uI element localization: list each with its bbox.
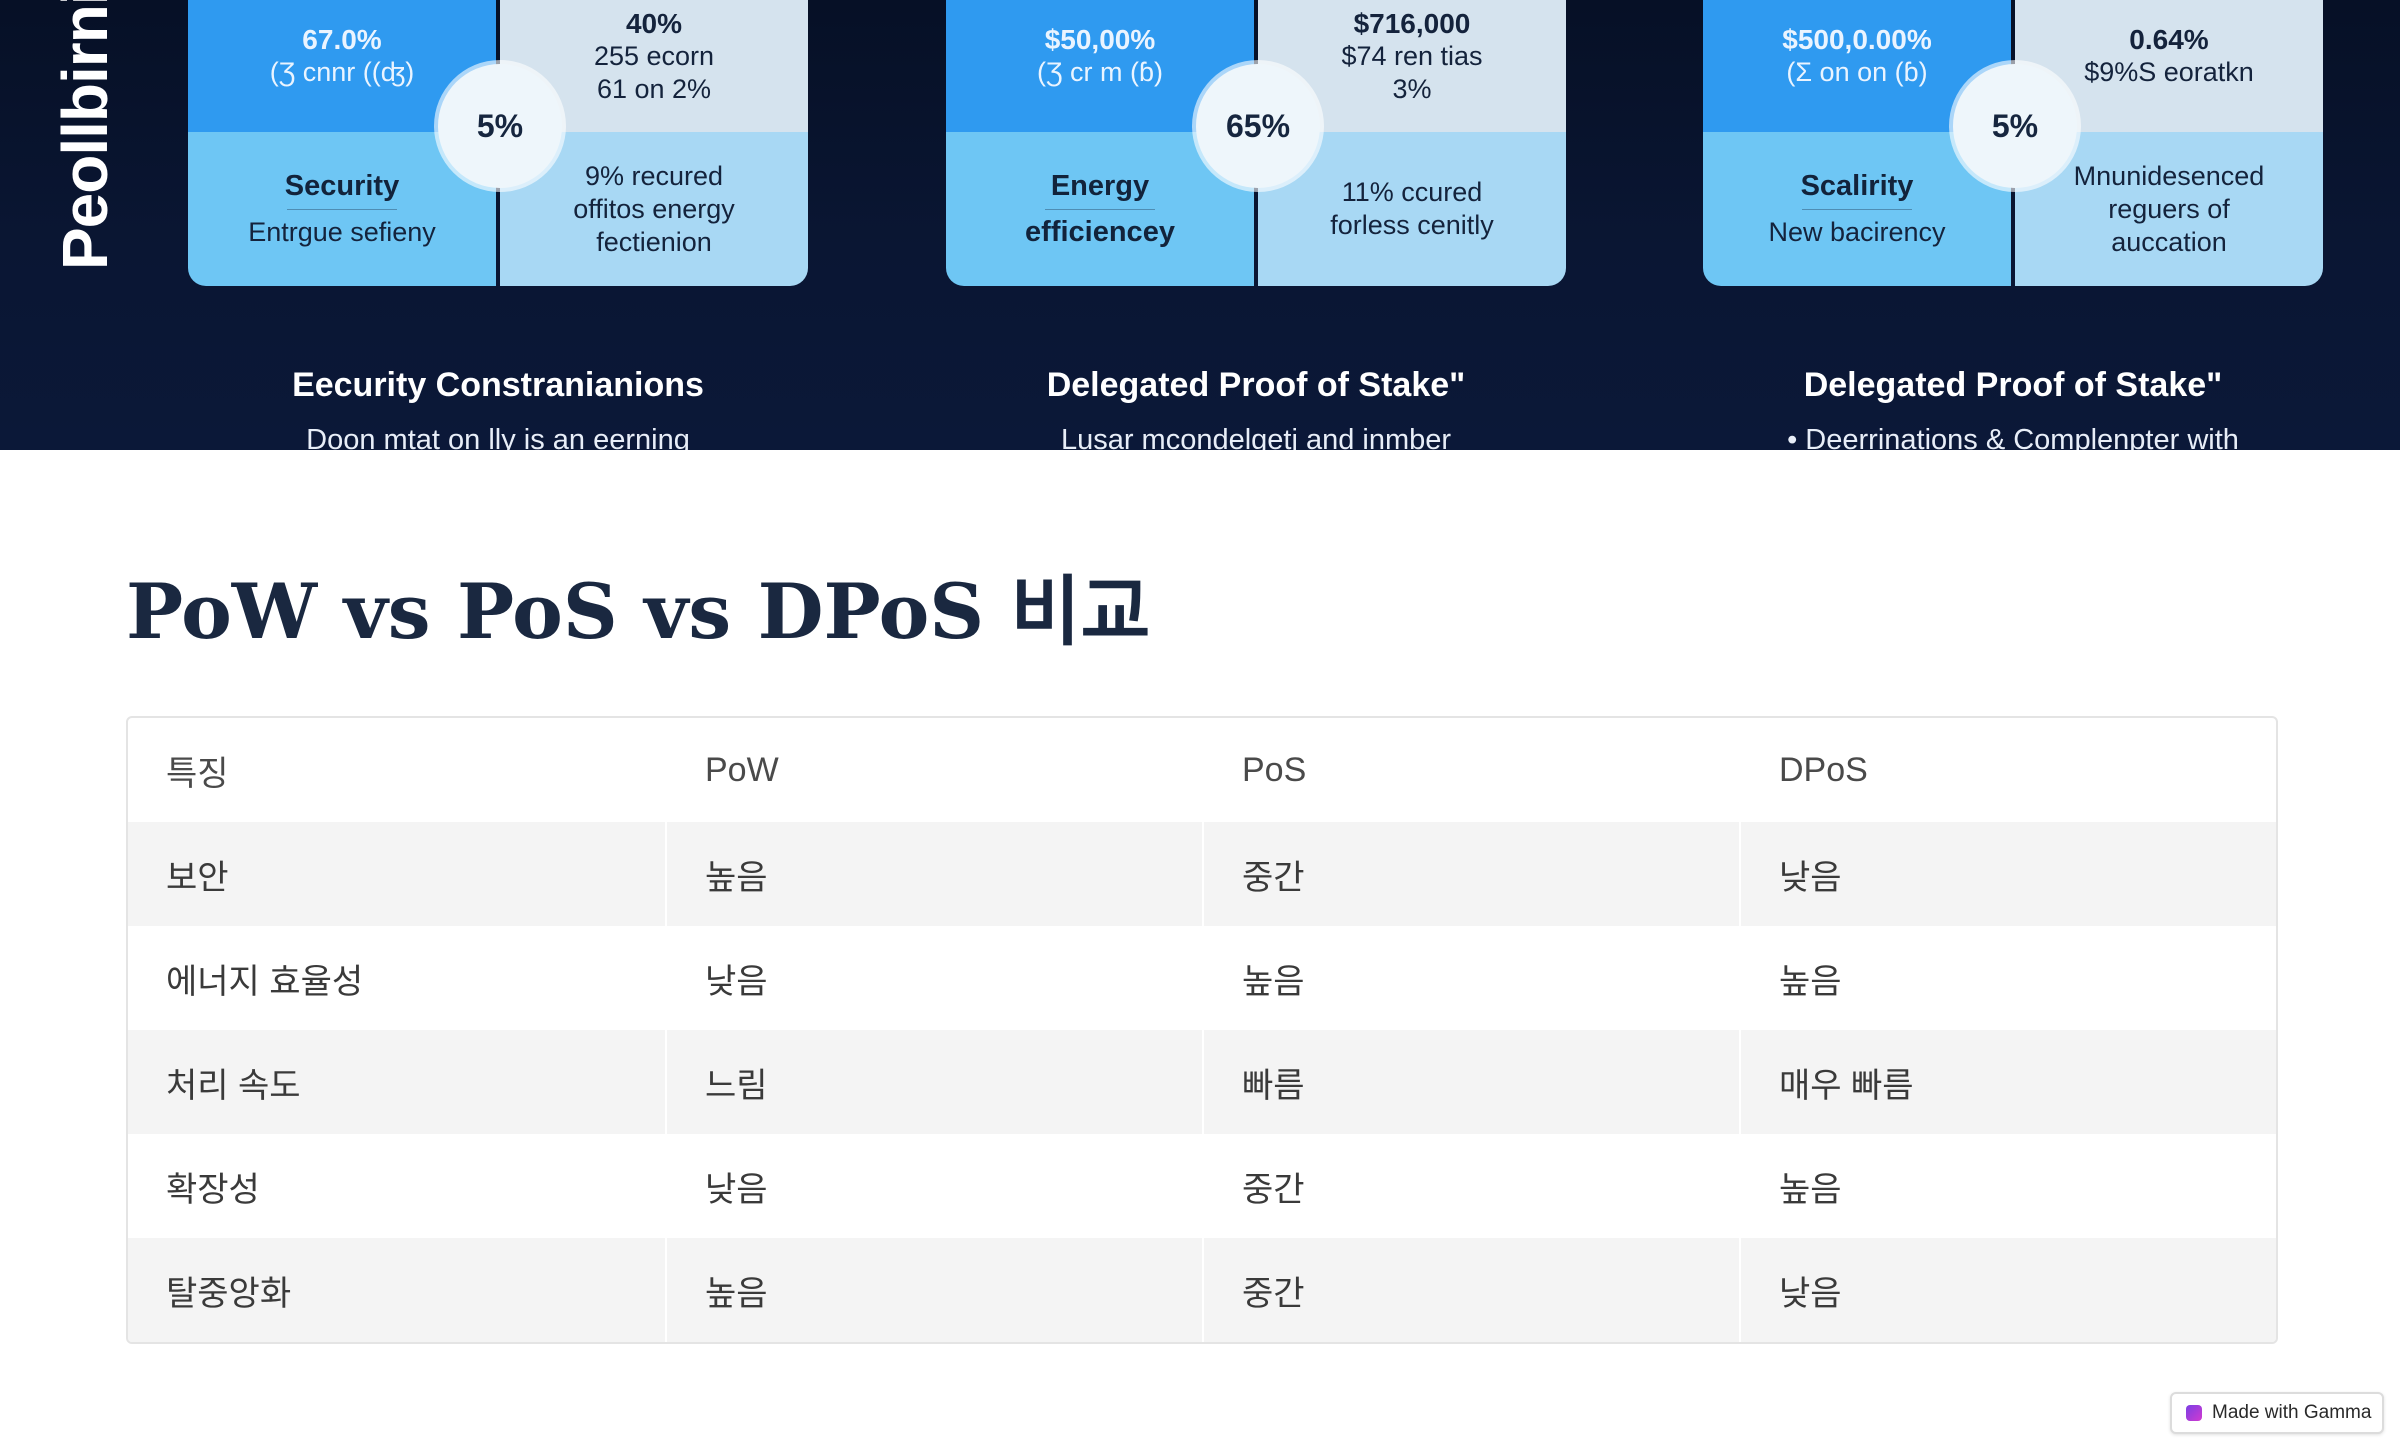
panel-line: auccation (2111, 226, 2227, 257)
infographic-panel-3: $500,0.00% (Ʃ on on (ɓ) 0.64% $9%S eorat… (1703, 0, 2323, 306)
made-with-gamma-button[interactable]: Made with Gamma (2170, 1392, 2384, 1434)
panel-value: $500,0.00% (1782, 24, 1932, 55)
table-row: 확장성 낮음 중간 높음 (128, 1134, 2276, 1238)
table-cell: 탈중앙화 (166, 1274, 292, 1313)
panel-line: $9%S eoratkn (2084, 57, 2254, 87)
table-header-cell: DPoS (1739, 718, 2276, 822)
percent-badge: 5% (438, 64, 562, 188)
panel-title: Scalirity (1800, 169, 1914, 202)
table-row: 처리 속도 느림 빠름 매우 빠름 (128, 1030, 2276, 1134)
table-cell: 높음 (1739, 926, 2276, 1030)
panel-line: 3% (1392, 73, 1432, 104)
table-header-cell: PoW (665, 718, 1202, 822)
table-cell: 중간 (1202, 1134, 1739, 1238)
table-cell: 낮음 (665, 926, 1202, 1030)
panel-subcaption: Lusar mcondelgetj and inmber (1060, 424, 1452, 450)
table-cell: 에너지 효율성 (166, 962, 364, 1001)
table-cell: 높음 (1739, 1134, 2276, 1238)
table-cell: 낮음 (1739, 822, 2276, 926)
panel-line: 61 on 2% (596, 73, 712, 104)
panel-divider (287, 208, 397, 210)
panel-cell-top-left: $500,0.00% (Ʃ on on (ɓ) (1703, 0, 2011, 132)
table-cell: 처리 속도 (166, 1066, 301, 1105)
infographic-panel-2: $50,00% (Ʒ cr m (ɓ) $716,000 $74 ren tia… (946, 0, 1566, 306)
panel-title: Security (284, 169, 400, 202)
panel-value: $50,00% (1044, 24, 1156, 55)
panel-value-sub: (Ʒ cr m (ɓ) (1037, 57, 1163, 87)
table-cell: 확장성 (166, 1170, 260, 1209)
panel-subtitle: New bacirency (1768, 216, 1946, 247)
panel-subcaption: Doon mtat on lly is an eerning (306, 424, 690, 450)
table-row: 에너지 효율성 낮음 높음 높음 (128, 926, 2276, 1030)
comparison-table: 특징 PoW PoS DPoS 보안 높음 중간 낮음 에너지 효율성 낮음 높… (126, 716, 2278, 1344)
panel-line: 0.64% (2129, 24, 2209, 55)
table-header-cell: PoS (1202, 718, 1739, 822)
panel-line: offitos energy (573, 193, 735, 224)
panel-cell-bottom-left: Energy efficiencey (946, 132, 1254, 286)
table-cell: 보안 (166, 858, 229, 897)
made-with-label: Made with Gamma (2212, 1402, 2372, 1423)
percent-badge: 65% (1196, 64, 1320, 188)
panel-line: $716,000 (1353, 7, 1471, 39)
panel-value: 67.0% (302, 24, 382, 55)
infographic-banner: Peollbirnie 67.0% (Ʒ cnnr ((ʤ) 40% 255 e… (0, 0, 2400, 450)
table-cell: 중간 (1202, 1238, 1739, 1342)
vertical-banner-label: Peollbirnie (49, 0, 121, 270)
panel-line: 40% (625, 7, 683, 39)
table-row: 보안 높음 중간 낮음 (128, 822, 2276, 926)
table-cell: 높음 (665, 822, 1202, 926)
panel-subtitle: Entrgue sefieny (248, 216, 436, 247)
panel-line: fectienion (596, 226, 712, 257)
panel-line: 9% recured (584, 160, 724, 191)
panel-caption: Delegated Proof of Stake" (1046, 366, 1466, 404)
panel-cell-bottom-left: Scalirity New bacirency (1703, 132, 2011, 286)
panel-subcaption: • Deerrinations & Complenpter with (1787, 424, 2239, 450)
panel-subtitle: efficiencey (1025, 215, 1175, 248)
panel-line: forless cenitly (1330, 210, 1494, 240)
table-cell: 빠름 (1202, 1030, 1739, 1134)
table-cell: 높음 (1202, 926, 1739, 1030)
panel-caption: Eecurity Constranianions (292, 366, 704, 404)
panel-divider (1802, 208, 1912, 210)
panel-value-sub: (Ʒ cnnr ((ʤ) (269, 57, 415, 87)
percent-badge: 5% (1953, 64, 2077, 188)
table-cell: 낮음 (1739, 1238, 2276, 1342)
table-cell: 중간 (1202, 822, 1739, 926)
table-row: 탈중앙화 높음 중간 낮음 (128, 1238, 2276, 1342)
panel-value-sub: (Ʃ on on (ɓ) (1786, 57, 1928, 87)
panel-line: Mnunidesenced (2073, 160, 2265, 191)
table-header-row: 특징 PoW PoS DPoS (128, 718, 2276, 822)
gamma-logo-icon (2186, 1405, 2202, 1421)
panel-line: reguers of (2108, 193, 2230, 224)
panel-line: 255 ecorn (593, 40, 715, 71)
table-cell: 매우 빠름 (1739, 1030, 2276, 1134)
panel-title: Energy (1050, 169, 1150, 202)
panel-caption: Delegated Proof of Stake" (1803, 366, 2223, 404)
table-header-cell: 특징 (166, 754, 229, 793)
panel-cell-top-left: 67.0% (Ʒ cnnr ((ʤ) (188, 0, 496, 132)
page-title: PoW vs PoS vs DPoS 비교 (126, 567, 1151, 656)
infographic-panel-1: 67.0% (Ʒ cnnr ((ʤ) 40% 255 ecorn 61 on 2… (188, 0, 808, 306)
table-cell: 낮음 (665, 1134, 1202, 1238)
panel-cell-bottom-left: Security Entrgue sefieny (188, 132, 496, 286)
table-cell: 느림 (665, 1030, 1202, 1134)
panel-divider (1045, 208, 1155, 210)
panel-line: 11% ccured (1341, 177, 1483, 207)
table-cell: 높음 (665, 1238, 1202, 1342)
panel-line: $74 ren tias (1341, 40, 1483, 71)
